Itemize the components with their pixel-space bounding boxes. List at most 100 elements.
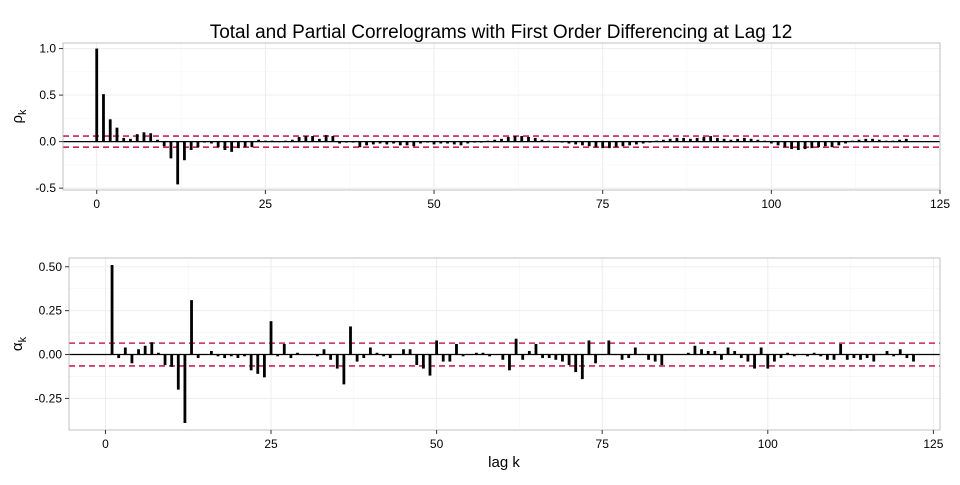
pacf-bar-lag-4 bbox=[130, 354, 134, 364]
acf-bar-lag-90 bbox=[702, 136, 706, 142]
pacf-bar-lag-78 bbox=[620, 354, 624, 360]
pacf-bar-lag-22 bbox=[249, 354, 253, 371]
acf-bar-lag-80 bbox=[635, 141, 638, 145]
pacf-bar-lag-76 bbox=[607, 340, 611, 355]
acf-bar-lag-109 bbox=[830, 141, 834, 148]
acf-bar-lag-27 bbox=[277, 141, 281, 143]
pacf-bar-lag-5 bbox=[137, 349, 140, 355]
acf-bar-lag-101 bbox=[776, 141, 780, 146]
acf-ytick-label: 0.0 bbox=[39, 135, 56, 149]
pacf-bar-lag-85 bbox=[667, 354, 670, 356]
pacf-bar-lag-86 bbox=[673, 354, 677, 356]
pacf-bar-lag-104 bbox=[792, 354, 796, 357]
acf-bar-lag-34 bbox=[324, 135, 328, 142]
acf-bar-lag-70 bbox=[567, 141, 571, 144]
pacf-bar-lag-15 bbox=[203, 354, 207, 356]
pacf-bar-lag-80 bbox=[633, 347, 637, 355]
acf-bar-lag-64 bbox=[527, 136, 530, 142]
acf-bar-lag-53 bbox=[452, 141, 456, 145]
x-axis-label: lag k bbox=[488, 454, 520, 471]
pacf-bar-lag-122 bbox=[912, 354, 915, 362]
pacf-bar-lag-18 bbox=[223, 354, 227, 359]
pacf-bar-lag-27 bbox=[282, 344, 286, 355]
pacf-bar-lag-2 bbox=[117, 354, 121, 359]
acf-bar-lag-119 bbox=[898, 139, 901, 142]
pacf-bar-lag-17 bbox=[216, 354, 220, 357]
pacf-bar-lag-20 bbox=[236, 354, 240, 359]
acf-bar-lag-9 bbox=[156, 139, 159, 142]
pacf-bar-lag-62 bbox=[514, 338, 518, 355]
pacf-bar-lag-55 bbox=[468, 354, 472, 356]
pacf-bar-lag-118 bbox=[885, 351, 889, 355]
pacf-y-axis-label: αk bbox=[9, 336, 29, 351]
pacf-bar-lag-93 bbox=[720, 354, 723, 360]
acf-bar-lag-14 bbox=[189, 141, 193, 150]
acf-bar-lag-55 bbox=[466, 141, 470, 144]
pacf-bar-lag-84 bbox=[660, 354, 664, 366]
acf-bar-lag-47 bbox=[412, 141, 416, 147]
acf-bar-lag-57 bbox=[479, 141, 483, 143]
pacf-ytick-label: 0.50 bbox=[39, 260, 63, 274]
pacf-bar-lag-74 bbox=[594, 354, 597, 364]
acf-bar-lag-46 bbox=[405, 141, 409, 146]
acf-bar-lag-92 bbox=[715, 137, 719, 142]
acf-bar-lag-69 bbox=[560, 141, 564, 143]
acf-bar-lag-6 bbox=[135, 134, 139, 142]
acf-bar-lag-93 bbox=[722, 138, 726, 142]
pacf-bar-lag-90 bbox=[700, 349, 703, 355]
acf-bar-lag-104 bbox=[796, 141, 800, 150]
acf-bar-lag-94 bbox=[729, 139, 733, 142]
pacf-bar-lag-79 bbox=[627, 354, 631, 359]
acf-bar-lag-111 bbox=[844, 141, 847, 144]
pacf-bar-lag-94 bbox=[726, 347, 730, 355]
acf-bar-lag-56 bbox=[473, 141, 476, 143]
pacf-bar-lag-107 bbox=[812, 352, 816, 355]
pacf-bar-lag-25 bbox=[269, 321, 273, 355]
pacf-bar-lag-117 bbox=[878, 354, 882, 356]
acf-panel-border bbox=[62, 42, 941, 191]
pacf-bar-lag-43 bbox=[388, 354, 392, 359]
acf-bar-lag-48 bbox=[419, 141, 422, 144]
acf-bar-lag-11 bbox=[169, 141, 173, 159]
acf-bar-lag-21 bbox=[237, 141, 240, 149]
acf-bar-lag-89 bbox=[695, 137, 699, 142]
acf-bar-lag-74 bbox=[594, 141, 598, 148]
acf-bar-lag-29 bbox=[290, 139, 294, 142]
acf-bar-lag-77 bbox=[614, 141, 618, 148]
acf-bar-lag-40 bbox=[365, 141, 368, 146]
pacf-bar-lag-14 bbox=[196, 354, 200, 359]
acf-bar-lag-118 bbox=[891, 140, 895, 142]
pacf-bar-lag-114 bbox=[859, 354, 862, 360]
acf-xtick-label: 50 bbox=[427, 197, 441, 211]
pacf-xtick-label: 100 bbox=[758, 437, 778, 451]
acf-bar-lag-82 bbox=[648, 141, 652, 143]
acf-bar-lag-110 bbox=[837, 141, 841, 146]
acf-bar-lag-13 bbox=[183, 141, 186, 161]
acf-bar-lag-25 bbox=[263, 140, 267, 142]
pacf-bar-lag-77 bbox=[614, 354, 617, 356]
pacf-bar-lag-26 bbox=[276, 354, 280, 357]
pacf-bar-lag-13 bbox=[190, 300, 193, 355]
pacf-bar-lag-47 bbox=[415, 354, 419, 366]
acf-bar-lag-10 bbox=[162, 141, 166, 147]
acf-y-axis-label: ρk bbox=[9, 109, 29, 124]
pacf-ytick-label: 0.00 bbox=[39, 348, 63, 362]
pacf-bar-lag-92 bbox=[713, 351, 717, 355]
pacf-y-axis-subscript: k bbox=[17, 336, 29, 342]
pacf-bar-lag-75 bbox=[600, 354, 604, 356]
chart-title: Total and Partial Correlograms with Firs… bbox=[210, 22, 793, 43]
pacf-bar-lag-73 bbox=[587, 340, 591, 355]
pacf-bar-lag-64 bbox=[527, 351, 531, 355]
acf-bar-lag-15 bbox=[196, 141, 200, 148]
pacf-bar-lag-45 bbox=[402, 349, 405, 355]
acf-bar-lag-61 bbox=[506, 136, 510, 142]
acf-bar-lag-73 bbox=[587, 141, 591, 147]
pacf-bar-lag-8 bbox=[157, 352, 160, 355]
pacf-bar-lag-24 bbox=[262, 354, 266, 378]
pacf-bar-lag-48 bbox=[421, 354, 425, 369]
pacf-bar-lag-71 bbox=[574, 354, 578, 373]
acf-bar-lag-43 bbox=[385, 141, 389, 145]
acf-panel: 1.0 0.5 0.0 -0.5 0 25 50 75 100 125 ρk bbox=[9, 42, 950, 211]
acf-bar-lag-84 bbox=[662, 139, 665, 142]
acf-bar-lag-78 bbox=[621, 141, 625, 147]
